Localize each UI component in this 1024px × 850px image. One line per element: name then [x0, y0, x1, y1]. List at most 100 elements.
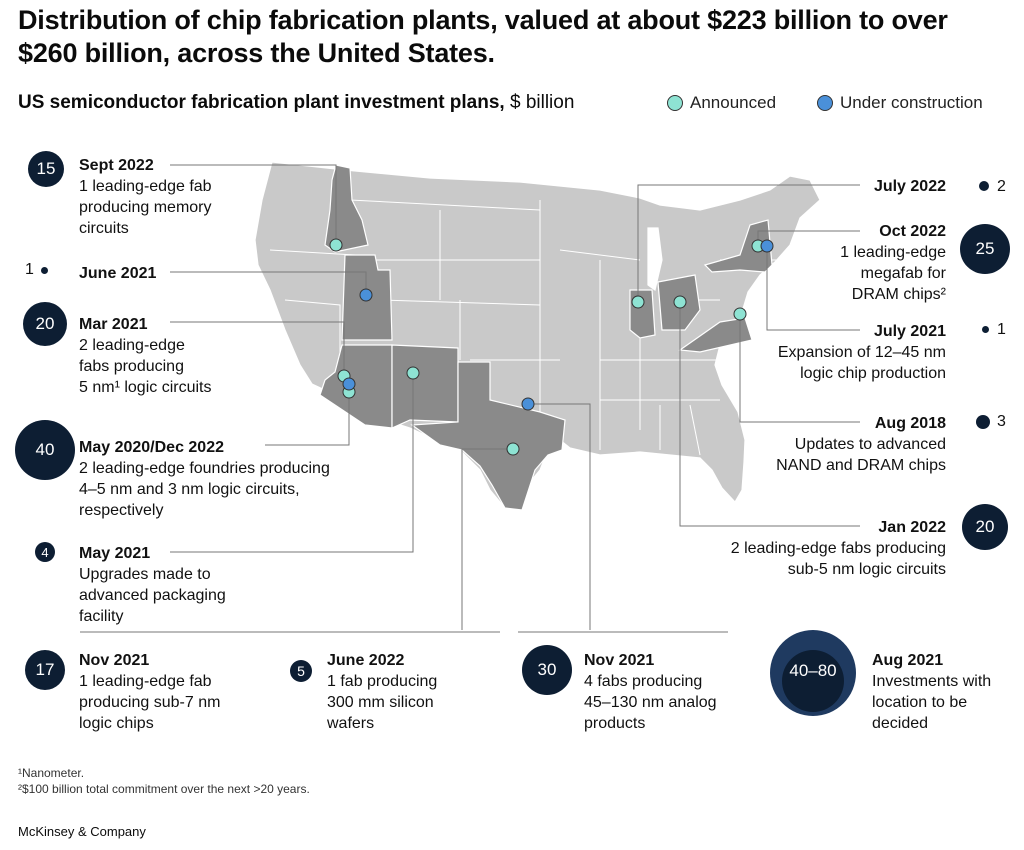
event-date: July 2021: [873, 323, 946, 340]
event-desc-line: location to be: [872, 694, 968, 711]
bubble-sept-2022: 15: [28, 151, 64, 187]
event-oct-2022: Oct 2022 1 leading-edge megafab for DRAM…: [700, 221, 946, 305]
event-date: June 2021: [79, 265, 157, 282]
leader-july-2021-ny: [766, 248, 860, 331]
chart-subtitle: US semiconductor fabrication plant inves…: [18, 92, 574, 114]
event-desc-line: 4 fabs producing: [584, 673, 703, 690]
event-date: Jan 2022: [878, 519, 946, 536]
event-desc-line: Investments with: [872, 673, 992, 690]
site-new-york-construction: [760, 239, 774, 253]
event-desc-line: producing memory: [79, 199, 212, 216]
event-desc-line: sub-5 nm logic circuits: [787, 561, 946, 578]
event-desc-line: wafers: [327, 715, 375, 732]
bubble-aug-2018: [976, 415, 990, 429]
event-desc-line: 1 leading-edge fab: [79, 673, 212, 690]
event-date: May 2020/Dec 2022: [79, 439, 224, 456]
event-date: Aug 2021: [872, 652, 944, 669]
event-desc-line: producing sub-7 nm: [79, 694, 221, 711]
value-aug-2021: 40–80: [789, 661, 837, 680]
site-texas-announced: [506, 442, 520, 456]
bubble-july-2021-ny: [982, 326, 989, 333]
event-desc-line: fabs producing: [79, 358, 184, 375]
event-sept-2022: Sept 2022 1 leading-edge fab producing m…: [79, 155, 212, 239]
event-date: Nov 2021: [79, 652, 150, 669]
event-desc-line: products: [584, 715, 646, 732]
site-markers: [329, 238, 774, 456]
event-date: Nov 2021: [584, 652, 655, 669]
state-new-mexico: [391, 344, 459, 429]
event-july-2022: July 2022: [700, 176, 946, 197]
leader-june-2021-west: [170, 271, 367, 295]
event-may-2021: May 2021 Upgrades made to advanced packa…: [79, 543, 226, 627]
event-date: Sept 2022: [79, 157, 154, 174]
leader-may-2020: [265, 392, 350, 446]
legend-announced: Announced: [667, 93, 776, 113]
event-date: Aug 2018: [874, 415, 946, 432]
site-ohio-announced: [673, 295, 687, 309]
value-july-2021-ny: 1: [997, 321, 1006, 338]
event-desc-line: 1 leading-edge fab: [79, 178, 212, 195]
event-aug-2018: Aug 2018 Updates to advanced NAND and DR…: [700, 413, 946, 476]
subtitle-bold: US semiconductor fabrication plant inves…: [18, 92, 505, 113]
site-indiana-announced: [631, 295, 645, 309]
event-desc-line: 4–5 nm and 3 nm logic circuits,: [79, 481, 300, 498]
event-desc-line: 1 fab producing: [327, 673, 438, 690]
source-logo-text: McKinsey & Company: [18, 824, 146, 839]
bubble-june-2022: 5: [290, 660, 312, 682]
leader-nov-2021-tx: [528, 403, 591, 630]
bubble-jan-2022: 20: [962, 504, 1008, 550]
event-jan-2022: Jan 2022 2 leading-edge fabs producing s…: [660, 517, 946, 580]
leader-sept-2022: [170, 164, 337, 245]
leader-may-2021: [170, 373, 414, 553]
event-desc-line: facility: [79, 608, 124, 625]
value-june-2021-west: 1: [25, 261, 34, 278]
site-arizona-construction: [342, 377, 356, 391]
event-desc-line: decided: [872, 715, 929, 732]
event-desc-line: 300 mm silicon: [327, 694, 434, 711]
bubble-mar-2021: 20: [23, 302, 67, 346]
legend-under-construction: Under construction: [817, 93, 983, 113]
great-lakes-michigan: [647, 227, 663, 292]
event-july-2021-ny: July 2021 Expansion of 12–45 nm logic ch…: [700, 321, 946, 384]
site-texas-construction: [521, 397, 535, 411]
event-desc-line: logic chip production: [800, 365, 946, 382]
event-nov-2021-a: Nov 2021 1 leading-edge fab producing su…: [79, 650, 220, 734]
bubble-june-2021-west: [41, 267, 48, 274]
event-desc-line: 45–130 nm analog: [584, 694, 717, 711]
event-desc-line: circuits: [79, 220, 129, 237]
event-aug-2021: Aug 2021 Investments with location to be…: [872, 650, 991, 734]
bubble-aug-2021-inner: [782, 650, 844, 712]
event-june-2021-west: June 2021: [79, 263, 156, 284]
site-idaho-announced: [329, 238, 343, 252]
announced-marker-icon: [667, 95, 683, 111]
footnote-1: ¹Nanometer.: [18, 766, 85, 780]
event-date: Mar 2021: [79, 316, 148, 333]
event-desc-line: Expansion of 12–45 nm: [777, 344, 946, 361]
state-new-york: [703, 219, 773, 273]
leader-nov-2021-az: [461, 448, 513, 630]
bubble-may-2021: 4: [35, 542, 55, 562]
event-desc-line: Upgrades made to: [79, 566, 211, 583]
event-desc-line: megafab for: [860, 265, 946, 282]
bubble-nov-2021-b: 30: [522, 645, 572, 695]
bubble-oct-2022: 25: [960, 224, 1010, 274]
chart-title: Distribution of chip fabrication plants,…: [18, 5, 948, 68]
event-desc-line: logic chips: [79, 715, 154, 732]
event-desc-line: Updates to advanced: [794, 436, 946, 453]
event-june-2022: June 2022 1 fab producing 300 mm silicon…: [327, 650, 437, 734]
leader-jan-2022: [679, 302, 860, 527]
subtitle-unit: $ billion: [504, 92, 575, 113]
event-desc-line: NAND and DRAM chips: [776, 457, 946, 474]
under-construction-marker-icon: [817, 95, 833, 111]
event-nov-2021-b: Nov 2021 4 fabs producing 45–130 nm anal…: [584, 650, 717, 734]
site-virginia-announced: [733, 307, 747, 321]
event-desc-line: 2 leading-edge: [79, 337, 185, 354]
leader-mar-2021: [170, 321, 345, 376]
value-aug-2018: 3: [997, 413, 1006, 430]
value-july-2022: 2: [997, 178, 1006, 195]
bubble-may-2020: 40: [15, 420, 75, 480]
leader-lines: [80, 164, 860, 633]
event-desc-line: advanced packaging: [79, 587, 226, 604]
footnote-2: ²$100 billion total commitment over the …: [18, 782, 310, 796]
